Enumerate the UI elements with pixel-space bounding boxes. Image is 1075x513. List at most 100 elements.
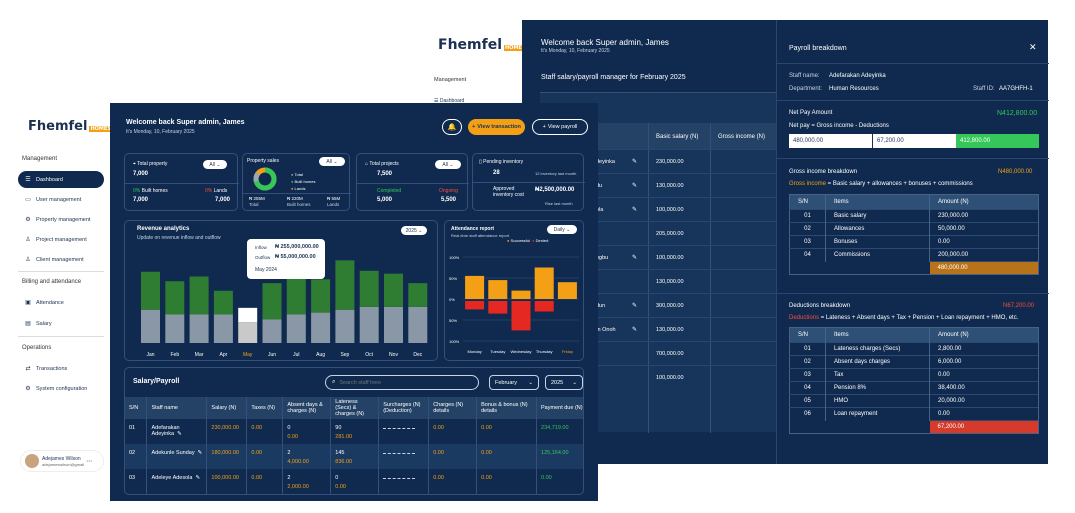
table-row[interactable]: 01 Adefarakan Adeyinka ✎ 230,000.00 0.00 0 0.0… xyxy=(125,419,583,444)
table-row[interactable]: du ✎ 130,000.00 xyxy=(540,173,778,197)
attendance-bar-denied[interactable] xyxy=(511,301,531,331)
divider xyxy=(777,293,1049,294)
revenue-bar-inflow[interactable] xyxy=(213,290,233,315)
revenue-bar-outflow[interactable] xyxy=(238,322,258,343)
nav-dashboard[interactable]: ☰ Dashboard xyxy=(18,171,104,188)
edit-icon[interactable]: ✎ xyxy=(632,303,638,309)
attendance-bar-successful[interactable] xyxy=(511,290,531,299)
nav-transactions[interactable]: ⇄ Transactions xyxy=(25,365,68,373)
attendance-bar-successful[interactable] xyxy=(534,267,554,300)
table-row: 04 Pension 8% 38,400.00 xyxy=(789,381,1039,395)
revenue-analytics-card: Revenue analytics Update on revenue infl… xyxy=(124,220,438,361)
search-box[interactable]: ⌕ xyxy=(325,375,479,390)
nav-system-configuration[interactable]: ⚙ System configuration xyxy=(25,385,88,393)
revenue-bar-outflow[interactable] xyxy=(408,306,428,343)
column-header: Staff name xyxy=(146,397,208,419)
revenue-month-label: Aug xyxy=(316,352,325,358)
department-label: Department: xyxy=(789,86,823,92)
table-row[interactable]: 02 Adekunle Sunday ✎ 180,000.00 0.00 2 4,000.0… xyxy=(125,444,583,469)
built-homes-label: Built homes xyxy=(141,188,168,194)
close-icon[interactable]: ✕ xyxy=(1029,42,1037,52)
view-payroll-button[interactable]: + View payroll xyxy=(532,119,588,135)
revenue-bar-inflow[interactable] xyxy=(238,307,258,323)
revenue-bar-inflow[interactable] xyxy=(359,270,379,307)
user-profile[interactable]: Adejames Wilson adejameswilson@gmail ⋯ xyxy=(20,450,104,472)
total-property-filter[interactable]: All ⌄ xyxy=(203,160,227,169)
table-row[interactable]: 100,000.00 xyxy=(540,365,778,389)
revenue-bar-outflow[interactable] xyxy=(165,314,185,344)
revenue-bar-inflow[interactable] xyxy=(384,273,403,307)
sn-cell: 06 xyxy=(789,407,826,421)
revenue-bar-outflow[interactable] xyxy=(384,306,403,343)
attendance-bar-successful[interactable] xyxy=(557,282,577,299)
attendance-bar-denied[interactable] xyxy=(488,301,508,314)
revenue-bar-outflow[interactable] xyxy=(335,309,355,343)
revenue-year-select[interactable]: 2025 ⌄ xyxy=(401,226,427,235)
table-row[interactable]: 130,000.00 xyxy=(540,269,778,293)
nav-property-management[interactable]: ⚙ Property management xyxy=(25,216,91,224)
edit-icon[interactable]: ✎ xyxy=(632,183,638,189)
edit-icon[interactable]: ✎ xyxy=(197,450,203,456)
table-row[interactable]: 205,000.00 xyxy=(540,221,778,245)
property-sales-filter[interactable]: All ⌄ xyxy=(319,157,345,166)
revenue-bar-inflow[interactable] xyxy=(408,283,428,307)
attendance-filter[interactable]: Daily ⌄ xyxy=(547,225,577,234)
tooltip-outflow: ₦ 55,000,000.00 xyxy=(275,254,316,260)
bell-button[interactable]: 🔔 xyxy=(442,119,462,135)
lands-delta: 0% xyxy=(205,188,213,194)
tooltip-inflow: ₦ 255,000,000.00 xyxy=(275,244,319,250)
lateness-charges: 836.00 xyxy=(335,459,353,465)
revenue-bar-outflow[interactable] xyxy=(262,319,282,343)
edit-icon[interactable]: ✎ xyxy=(195,475,201,481)
revenue-bar-outflow[interactable] xyxy=(286,314,306,344)
revenue-bar-outflow[interactable] xyxy=(359,306,379,343)
divider xyxy=(125,183,239,184)
revenue-bar-outflow[interactable] xyxy=(213,314,233,344)
nav-client-management[interactable]: ♙ Client management xyxy=(25,256,84,264)
total-projects-filter[interactable]: All ⌄ xyxy=(435,160,461,169)
view-transaction-button[interactable]: + View transaction xyxy=(468,119,525,135)
revenue-bar-inflow[interactable] xyxy=(165,281,185,315)
year-select[interactable]: 2025 ⌄ xyxy=(545,375,583,390)
table-row[interactable]: dun ✎ 300,000.00 xyxy=(540,293,778,317)
edit-icon[interactable]: ✎ xyxy=(632,207,638,213)
table-row[interactable]: ogbu ✎ 100,000.00 xyxy=(540,245,778,269)
more-icon[interactable]: ⋯ xyxy=(86,458,93,465)
nav-salary[interactable]: ▤ Salary xyxy=(25,320,52,328)
deductions-table: S/N Items Amount (N) 01 Lateness charges … xyxy=(789,327,1039,434)
nav-attendance[interactable]: ▣ Attendance xyxy=(25,299,64,307)
sn-cell: 02 xyxy=(125,444,148,469)
table-row[interactable]: m Onoh ✎ 130,000.00 xyxy=(540,317,778,341)
table-row[interactable]: deyinka ✎ 230,000.00 xyxy=(540,149,778,173)
edit-icon[interactable]: ✎ xyxy=(632,327,638,333)
table-row[interactable]: 700,000.00 xyxy=(540,341,778,365)
name-cell: Adeleye Adesola ✎ xyxy=(146,469,208,494)
home-icon: ⌂ xyxy=(365,161,370,167)
revenue-bar-inflow[interactable] xyxy=(286,276,306,315)
revenue-bar-inflow[interactable] xyxy=(141,271,160,310)
logo: Fhemfel HOMES xyxy=(28,119,112,134)
edit-icon[interactable]: ✎ xyxy=(632,255,638,261)
edit-icon[interactable]: ✎ xyxy=(177,431,182,437)
month-select[interactable]: February ⌄ xyxy=(489,375,539,390)
attendance-bar-successful[interactable] xyxy=(488,280,508,299)
table-row[interactable]: ola ✎ 100,000.00 xyxy=(540,197,778,221)
edit-icon[interactable]: ✎ xyxy=(632,159,638,165)
attendance-bar-successful[interactable] xyxy=(465,275,485,299)
attendance-bar-denied[interactable] xyxy=(465,301,485,310)
revenue-bar-inflow[interactable] xyxy=(311,279,331,313)
revenue-bar-outflow[interactable] xyxy=(189,314,209,344)
nav-user-management[interactable]: ▭ User management xyxy=(25,196,82,204)
revenue-bar-outflow[interactable] xyxy=(311,312,331,343)
nav-project-management[interactable]: ♙ Project management xyxy=(25,236,87,244)
lateness-secs: 90 xyxy=(335,425,342,431)
revenue-bar-outflow[interactable] xyxy=(141,309,160,343)
back-dashboard-item[interactable]: ☰ Dashboard xyxy=(434,98,465,104)
revenue-bar-inflow[interactable] xyxy=(262,283,282,320)
revenue-bar-inflow[interactable] xyxy=(189,276,209,315)
revenue-bar-inflow[interactable] xyxy=(335,260,355,310)
table-row[interactable]: 03 Adeleye Adesola ✎ 100,000.00 0.00 2 2,000.0… xyxy=(125,469,583,494)
attendance-bar-denied[interactable] xyxy=(534,301,554,312)
user-email: adejameswilson@gmail xyxy=(42,461,85,467)
search-input[interactable] xyxy=(339,379,460,386)
